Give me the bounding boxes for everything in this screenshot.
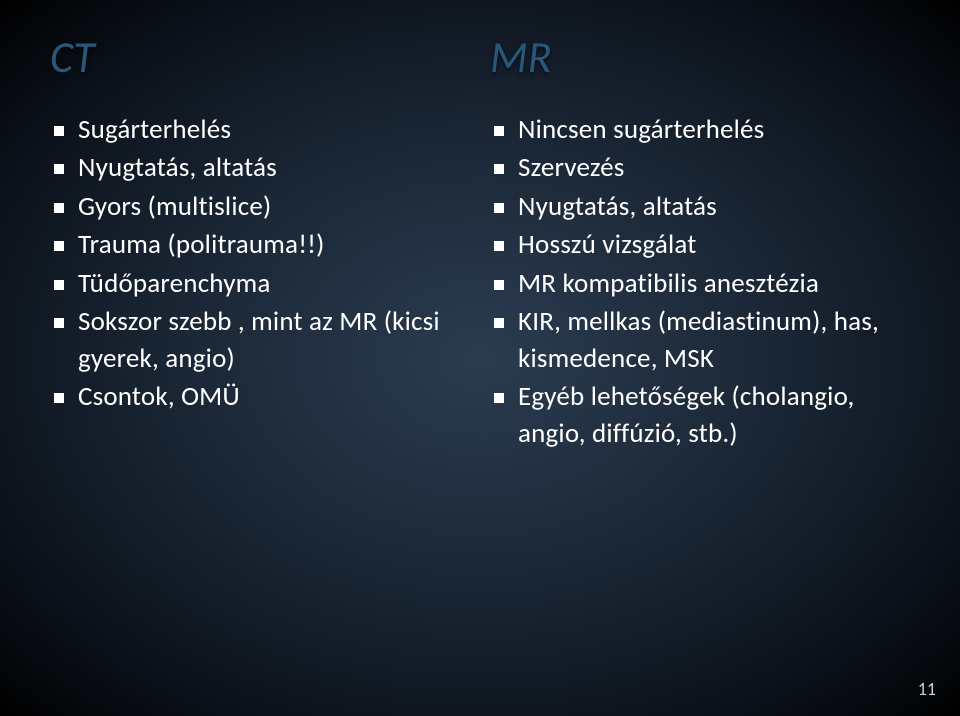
list-item: Csontok, OMÜ (50, 379, 470, 415)
column-left: CT Sugárterhelés Nyugtatás, altatás Gyor… (50, 30, 470, 454)
slide: CT Sugárterhelés Nyugtatás, altatás Gyor… (0, 0, 960, 716)
list-item: MR kompatibilis anesztézia (490, 266, 910, 302)
bullet-list-mr: Nincsen sugárterhelés Szervezés Nyugtatá… (490, 112, 910, 452)
list-item: Nincsen sugárterhelés (490, 112, 910, 148)
list-item: Nyugtatás, altatás (50, 150, 470, 186)
list-item: Szervezés (490, 150, 910, 186)
bullet-list-ct: Sugárterhelés Nyugtatás, altatás Gyors (… (50, 112, 470, 416)
column-title-ct: CT (50, 30, 470, 84)
list-item: Sokszor szebb , mint az MR (kicsi gyerek… (50, 304, 470, 377)
list-item: Sugárterhelés (50, 112, 470, 148)
page-number: 11 (918, 678, 936, 700)
column-right: MR Nincsen sugárterhelés Szervezés Nyugt… (490, 30, 910, 454)
list-item: Gyors (multislice) (50, 189, 470, 225)
list-item: Hosszú vizsgálat (490, 227, 910, 263)
columns-container: CT Sugárterhelés Nyugtatás, altatás Gyor… (50, 30, 910, 454)
column-title-mr: MR (490, 30, 910, 84)
list-item: Trauma (politrauma!!) (50, 227, 470, 263)
list-item: Nyugtatás, altatás (490, 189, 910, 225)
list-item: KIR, mellkas (mediastinum), has, kismede… (490, 304, 910, 377)
list-item: Tüdőparenchyma (50, 266, 470, 302)
list-item: Egyéb lehetőségek (cholangio, angio, dif… (490, 379, 910, 452)
